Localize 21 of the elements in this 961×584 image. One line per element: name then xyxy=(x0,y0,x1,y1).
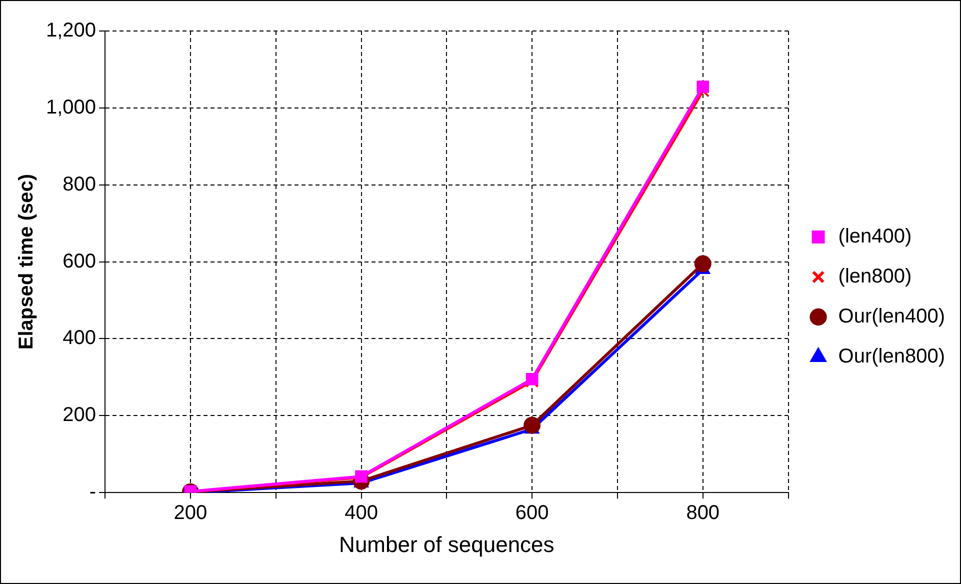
y-tick-label: 400 xyxy=(62,327,96,350)
y-tick-label: 200 xyxy=(62,404,96,426)
legend-label: Our(len400) xyxy=(838,306,945,328)
x-tick-label: 200 xyxy=(174,502,208,524)
x-tick-label: 400 xyxy=(344,502,378,524)
point xyxy=(525,374,539,388)
y-tick-label: 800 xyxy=(62,173,96,196)
y-tick-label: 1,000 xyxy=(46,96,96,118)
point xyxy=(696,80,710,93)
legend-label: (len400) xyxy=(838,226,912,248)
legend-label: (len800) xyxy=(838,266,912,288)
y-axis-title: Elapsed time (sec) xyxy=(16,174,38,350)
point xyxy=(526,372,538,386)
x-tick-label: 600 xyxy=(515,502,549,524)
y-tick-label: - xyxy=(89,481,96,504)
y-tick-label: 600 xyxy=(62,250,96,272)
legend-label: Our(len800) xyxy=(838,346,945,368)
x-axis-title: Number of sequences xyxy=(339,532,554,557)
x-tick-label: 800 xyxy=(686,502,720,524)
point xyxy=(524,416,541,434)
y-tick-label: 1,200 xyxy=(46,20,96,42)
